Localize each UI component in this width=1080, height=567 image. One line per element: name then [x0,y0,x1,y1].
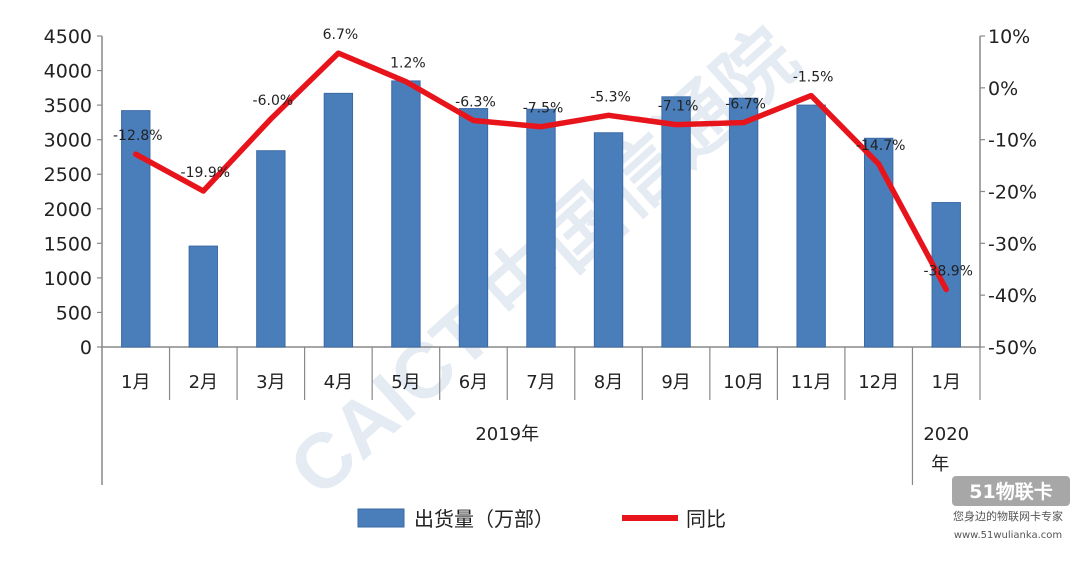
category-label: 11月 [791,372,832,393]
left-tick-label: 4500 [44,26,92,48]
line-data-label: -1.5% [793,70,834,86]
brand-badge-url: www.51wulianka.com [954,530,1062,541]
left-axis-ticks: 0 500 1000 1500 2000 2500 3000 3500 4000 4500 [44,26,92,359]
line-data-label: -6.0% [253,93,294,109]
line-series [133,50,949,293]
category-label: 10月 [723,372,764,393]
line-data-label: -6.3% [455,94,496,110]
line-data-label: -14.7% [856,138,906,154]
category-label: 1月 [121,372,150,393]
right-axis-ticks: -50% -40% -30% -20% -10% 0% 10% [988,26,1037,359]
line-data-label: -19.9% [181,165,231,181]
right-tick-label: -50% [988,337,1037,359]
bar [323,92,354,348]
left-tick-label: 1000 [44,268,92,290]
bar [931,202,961,348]
left-tick-label: 3000 [44,130,92,152]
line-data-label: -38.9% [923,263,973,279]
left-tick-label: 500 [56,302,92,324]
category-label: 1月 [932,372,961,393]
group-label-2020: 2020 [923,424,969,445]
bar [796,104,826,348]
bar [661,96,691,348]
left-tick-label: 0 [80,337,92,359]
legend-line-label: 同比 [686,507,726,531]
line-data-label: -5.3% [590,89,631,105]
category-label: 2月 [189,372,218,393]
left-tick-label: 2000 [44,199,92,221]
legend-bar-label: 出货量（万部） [414,507,554,531]
category-label: 6月 [459,372,488,393]
category-label: 7月 [526,372,555,393]
bar-series [121,80,961,348]
right-tick-label: -10% [988,130,1037,152]
brand-badge-box [952,476,1070,506]
category-label: 5月 [391,372,420,393]
category-label: 9月 [661,372,690,393]
category-label: 8月 [594,372,623,393]
category-label: 12月 [858,372,899,393]
line-data-label: -6.7% [725,97,766,113]
line-data-label: -7.1% [658,99,699,115]
line-data-label: -12.8% [113,128,163,144]
bar [458,108,489,348]
right-tick-label: -20% [988,182,1037,204]
bar [864,137,894,348]
left-tick-label: 2500 [44,164,92,186]
yoy-line [133,50,949,293]
brand-badge-title: 51物联卡 [969,480,1052,503]
legend-bar-swatch [357,508,405,528]
line-data-label: 6.7% [323,27,359,43]
category-labels: 1月 2月 3月 4月 5月 6月 7月 8月 9月 10月 11月 12月 1月 [121,372,961,393]
bar [728,97,759,348]
bar [256,150,286,348]
right-tick-label: 10% [988,26,1030,48]
left-tick-label: 3500 [44,95,92,117]
legend: 出货量（万部） 同比 [357,507,726,531]
year-group-labels: 2019年 2020 年 [475,424,969,475]
bar [526,108,556,348]
right-tick-label: -40% [988,285,1037,307]
right-tick-label: 0% [988,78,1018,100]
line-data-label: 1.2% [390,56,426,72]
bar [593,132,624,348]
line-data-labels: -12.8% -19.9% -6.0% 6.7% 1.2% -6.3% -7.5% -5.3%… [113,27,973,279]
brand-badge: 51物联卡 您身边的物联网卡专家 www.51wulianka.com [952,476,1070,541]
group-label-2019: 2019年 [475,424,539,445]
left-tick-label: 1500 [44,233,92,255]
bar [188,245,218,348]
left-tick-label: 4000 [44,61,92,83]
brand-badge-subtitle: 您身边的物联网卡专家 [953,509,1063,523]
bar [391,80,421,348]
category-label: 4月 [324,372,353,393]
line-data-label: -7.5% [523,101,564,117]
right-tick-label: -30% [988,233,1037,255]
group-label-2020-suffix: 年 [931,454,949,475]
bar [121,110,151,348]
category-label: 3月 [256,372,285,393]
